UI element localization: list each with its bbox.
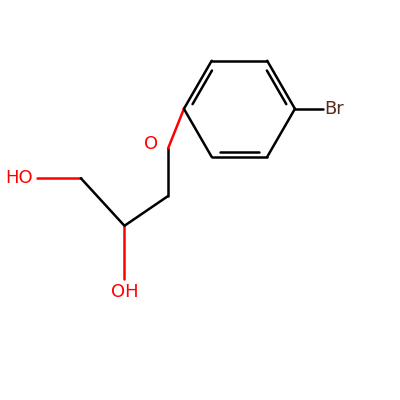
Text: O: O xyxy=(144,136,158,154)
Text: HO: HO xyxy=(6,169,33,187)
Text: OH: OH xyxy=(111,283,138,301)
Text: Br: Br xyxy=(325,100,344,118)
